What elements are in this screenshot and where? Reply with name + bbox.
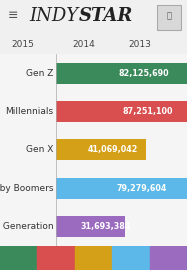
Text: 2015: 2015: [11, 40, 34, 49]
Bar: [56, 216, 125, 237]
Text: 41,069,042: 41,069,042: [88, 145, 138, 154]
Text: STAR: STAR: [79, 7, 133, 25]
Bar: [75, 246, 112, 270]
Text: 2013: 2013: [129, 40, 152, 49]
Bar: [37, 246, 75, 270]
Text: 2014: 2014: [73, 40, 96, 49]
Bar: [150, 246, 187, 270]
Text: 82,125,690: 82,125,690: [119, 69, 169, 78]
Bar: [56, 101, 187, 122]
Bar: [56, 178, 187, 199]
Text: Gen X: Gen X: [26, 145, 53, 154]
Text: 👤: 👤: [167, 11, 172, 20]
Text: Silent Generation: Silent Generation: [0, 222, 53, 231]
Text: ≡: ≡: [7, 9, 18, 22]
FancyBboxPatch shape: [157, 5, 181, 30]
Bar: [112, 246, 150, 270]
Bar: [0, 246, 37, 270]
Text: 31,693,384: 31,693,384: [80, 222, 131, 231]
Text: Millennials: Millennials: [5, 107, 53, 116]
Text: Gen Z: Gen Z: [26, 69, 53, 78]
Bar: [56, 139, 146, 160]
Bar: [56, 63, 187, 84]
Text: Baby Boomers: Baby Boomers: [0, 184, 53, 193]
Text: INDY: INDY: [29, 7, 79, 25]
Text: 79,279,604: 79,279,604: [117, 184, 167, 193]
Text: 87,251,100: 87,251,100: [123, 107, 173, 116]
